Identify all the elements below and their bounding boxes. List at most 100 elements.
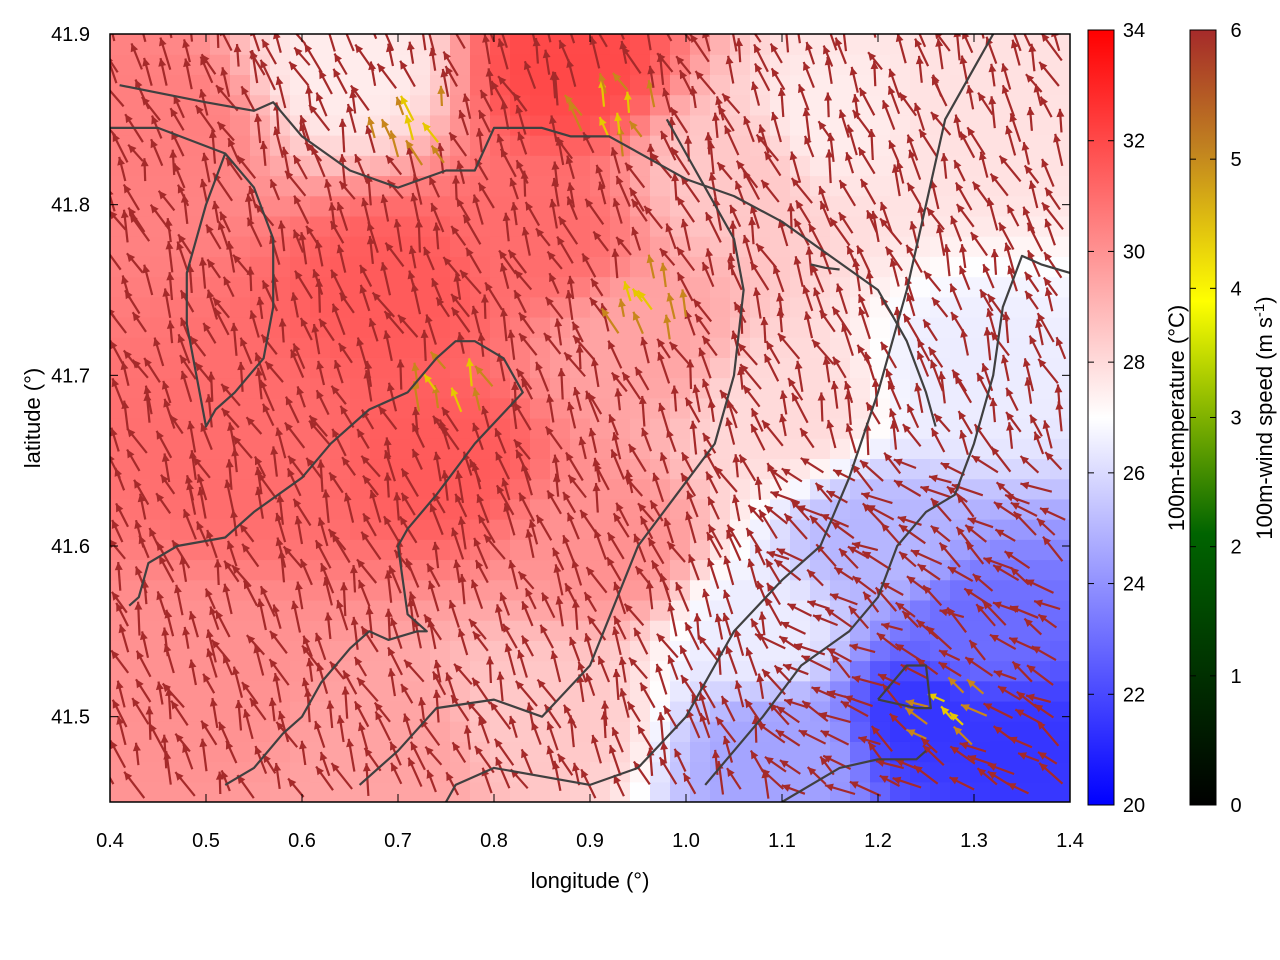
wind-vector-head — [794, 218, 802, 228]
wind-vector-head — [1007, 783, 1017, 791]
heatmap-cell — [670, 519, 691, 540]
wind-vector-head — [256, 296, 265, 306]
wind-vector-head — [521, 749, 529, 759]
heatmap-cell — [670, 781, 691, 802]
wind-vector-head — [562, 535, 570, 545]
wind-vector-head — [919, 129, 927, 139]
wind-vector-shaft — [873, 34, 877, 38]
wind-vector-head — [203, 323, 211, 332]
wind-vector-head — [838, 109, 847, 119]
wind-vector-shaft — [829, 34, 838, 51]
heatmap-cell — [270, 579, 291, 601]
heatmap-cell — [250, 155, 271, 177]
heatmap-cell — [1030, 337, 1051, 358]
heatmap-cell — [890, 620, 911, 641]
wind-vector-head — [296, 386, 304, 396]
wind-vector-head — [159, 37, 167, 47]
wind-vector-head — [614, 616, 622, 625]
wind-vector-head — [917, 351, 925, 360]
wind-vector-head — [757, 722, 766, 731]
heatmap-cell — [390, 640, 411, 662]
wind-vector-head — [871, 726, 880, 735]
wind-vector-head — [475, 128, 484, 137]
wind-vector-head — [1037, 313, 1046, 322]
heatmap-cell — [530, 478, 551, 500]
heatmap-cell — [790, 680, 811, 702]
wind-vector-head — [625, 476, 634, 486]
wind-vector-head — [114, 562, 123, 571]
heatmap-cell — [290, 579, 311, 601]
wind-vector-head — [865, 270, 874, 279]
wind-vector-head — [991, 446, 1000, 456]
wind-vector-head — [656, 633, 666, 643]
wind-vector-head — [473, 631, 482, 641]
wind-vector-head — [174, 584, 182, 594]
wind-vector-head — [597, 181, 606, 191]
wind-vector-shaft — [110, 58, 119, 73]
wind-vector-head — [720, 390, 729, 399]
heatmap-cell — [370, 357, 391, 379]
wind-vector-head — [145, 706, 154, 715]
wind-vector-head — [776, 706, 786, 715]
wind-vector-head — [965, 525, 975, 534]
heatmap-cell — [270, 357, 291, 379]
heatmap-cell — [370, 155, 391, 177]
heatmap-cell — [670, 34, 691, 55]
wind-vector-head — [228, 138, 236, 148]
heatmap-cell — [850, 215, 871, 237]
heatmap-cell — [150, 94, 171, 116]
heatmap-cell — [130, 175, 151, 197]
heatmap-cell — [830, 620, 851, 641]
wind-vector-shaft — [110, 192, 116, 212]
wind-vector-head — [498, 76, 507, 85]
wind-vector-shaft — [842, 34, 848, 52]
x-tick-label: 0.6 — [288, 830, 316, 852]
heatmap-cell — [470, 660, 491, 682]
wind-vector-head — [628, 444, 637, 454]
heatmap-cell — [330, 640, 351, 662]
heatmap-cell — [870, 539, 891, 561]
wind-vector-head — [801, 655, 811, 663]
heatmap-cell — [910, 680, 931, 702]
wind-vector-head — [314, 632, 323, 642]
heatmap-cell — [850, 377, 871, 399]
heatmap-cell — [150, 660, 171, 682]
wind-vector-head — [276, 494, 285, 503]
wind-vector-head — [909, 221, 918, 230]
heatmap-cell — [890, 337, 911, 358]
heatmap-cell — [510, 539, 531, 561]
wind-vector-head — [598, 73, 606, 82]
wind-vector-head — [977, 373, 985, 382]
wind-vector-head — [894, 480, 903, 488]
heatmap-cell — [650, 236, 671, 257]
wind-vector-head — [1041, 34, 1050, 42]
wind-vector-head — [290, 292, 299, 302]
heatmap-cell — [850, 620, 871, 641]
heatmap-cell — [190, 256, 211, 278]
wind-vector-head — [377, 63, 386, 73]
wind-vector-head — [807, 569, 816, 579]
wind-vector-head — [774, 559, 784, 568]
wind-vector-head — [954, 160, 962, 169]
wind-vector-head — [1027, 665, 1036, 674]
wind-vector-head — [632, 311, 641, 321]
heatmap-cell — [290, 175, 311, 197]
heatmap-cell — [250, 418, 271, 439]
wind-vector-head — [339, 181, 348, 191]
wind-vector-head — [721, 696, 729, 705]
wind-vector-shaft — [110, 456, 121, 479]
wind-vector-head — [555, 596, 564, 605]
heatmap-cell — [430, 721, 451, 742]
wind-vector-head — [722, 612, 730, 622]
wind-vector-head — [180, 370, 189, 380]
wind-vector-head — [599, 117, 607, 126]
heatmap-cell — [410, 519, 431, 540]
wind-vector-head — [715, 96, 723, 106]
wind-vector-shaft — [295, 34, 307, 45]
x-tick-label: 0.4 — [96, 830, 124, 852]
heatmap-cell — [230, 640, 251, 662]
wind-vector-head — [206, 289, 215, 299]
wind-vector-head — [504, 643, 513, 653]
heatmap-cell — [930, 579, 951, 601]
